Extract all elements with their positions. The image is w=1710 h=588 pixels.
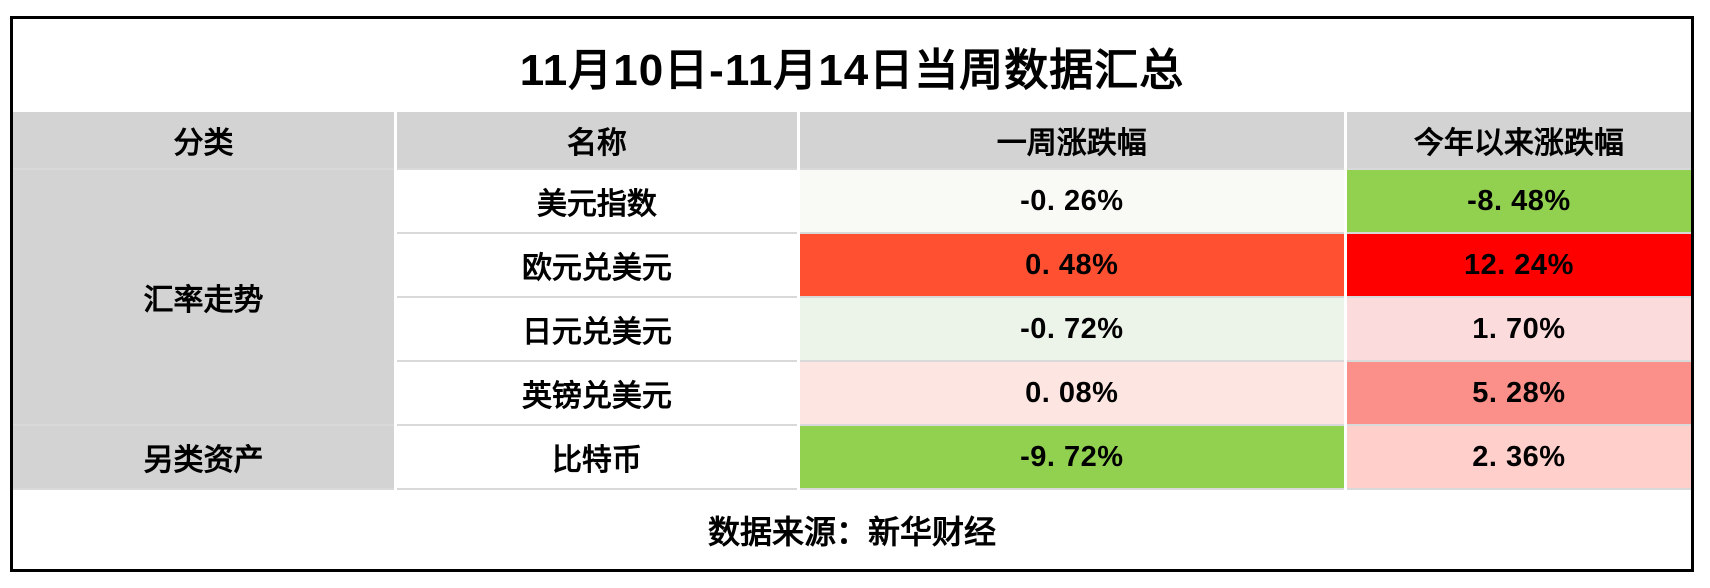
category-cell-alt-assets: 另类资产 (13, 424, 398, 490)
title-bar: 11月10日-11月14日当周数据汇总 (13, 19, 1691, 112)
ytd-change-cell: 5. 28% (1343, 360, 1691, 426)
column-header-category: 分类 (13, 112, 398, 170)
column-header-week-change: 一周涨跌幅 (796, 112, 1347, 170)
name-cell: 美元指数 (394, 168, 800, 234)
name-cell: 日元兑美元 (395, 296, 800, 362)
name-cell: 比特币 (394, 424, 800, 490)
table-row: 汇率走势 美元指数 -0. 26% -8. 48% (13, 168, 1691, 426)
week-change-cell: -9. 72% (796, 424, 1347, 490)
name-cell: 欧元兑美元 (395, 232, 800, 298)
name-cell: 英镑兑美元 (395, 360, 800, 426)
week-change-cell: -0. 26% (796, 168, 1347, 234)
ytd-change-cell: -8. 48% (1343, 168, 1691, 234)
weekly-summary-table: 分类 名称 一周涨跌幅 今年以来涨跌幅 汇率走势 美元指数 -0. 26% -8… (13, 112, 1691, 490)
data-source-label: 数据来源：新华财经 (707, 513, 996, 550)
column-header-ytd-change: 今年以来涨跌幅 (1343, 112, 1691, 170)
column-header-name: 名称 (394, 112, 800, 170)
page-title: 11月10日-11月14日当周数据汇总 (519, 45, 1185, 95)
footer-bar: 数据来源：新华财经 (13, 490, 1691, 569)
ytd-change-cell: 1. 70% (1343, 296, 1691, 362)
week-change-cell: 0. 08% (796, 360, 1347, 426)
ytd-change-cell: 2. 36% (1343, 424, 1691, 490)
ytd-change-cell: 12. 24% (1343, 232, 1691, 298)
table-frame: 11月10日-11月14日当周数据汇总 分类 名称 一周涨跌幅 今年以来涨跌幅 … (10, 16, 1694, 572)
week-change-cell: -0. 72% (796, 296, 1347, 362)
table-row: 日元兑美元 -0. 72% 1. 70% (13, 296, 1691, 362)
week-change-cell: 0. 48% (796, 232, 1347, 298)
table-row: 欧元兑美元 0. 48% 12. 24% (13, 232, 1691, 298)
table-row: 另类资产 比特币 -9. 72% 2. 36% (13, 424, 1691, 490)
table-row: 英镑兑美元 0. 08% 5. 28% (13, 360, 1691, 426)
header-row: 分类 名称 一周涨跌幅 今年以来涨跌幅 (13, 112, 1691, 170)
category-cell-fx: 汇率走势 (13, 168, 398, 426)
